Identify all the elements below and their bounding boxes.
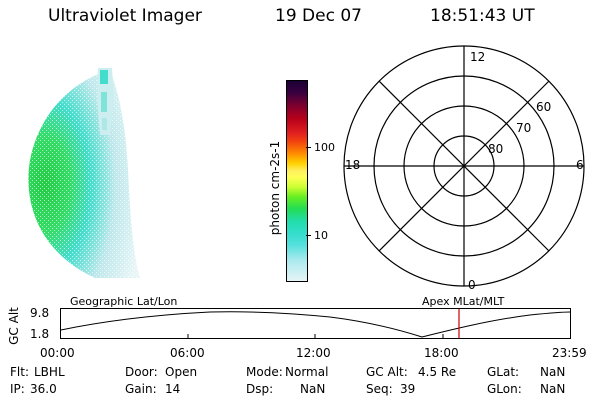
orbit-x-tick-1: 06:00 <box>170 346 205 360</box>
info-glon-value: NaN <box>540 382 566 396</box>
colorbar-tick-100: 100 <box>314 141 335 154</box>
info-flt-value: LBHL <box>34 365 65 379</box>
mlt-label-6: 6 <box>576 158 584 172</box>
orbit-right-title: Apex MLat/MLT <box>422 295 505 308</box>
info-ip-value: 36.0 <box>30 382 57 396</box>
info-glon-key: GLon: <box>487 382 522 396</box>
instrument-title: Ultraviolet Imager <box>48 6 202 26</box>
mlt-label-0: 0 <box>468 278 476 290</box>
info-flt-key: Flt: <box>10 365 29 379</box>
colorbar-tick-10: 10 <box>314 229 328 242</box>
orbit-y-axis-label: GC Alt <box>7 307 21 345</box>
mlt-label-18: 18 <box>345 158 360 172</box>
info-gain-key: Gain: <box>125 382 157 396</box>
mlt-label-12: 12 <box>470 50 485 64</box>
info-seq-value: 39 <box>400 382 416 396</box>
info-glat-key: GLat: <box>487 365 520 379</box>
orbit-altitude-curve <box>60 311 571 338</box>
info-mode-value: Normal <box>285 365 329 379</box>
info-seq-key: Seq: <box>366 382 393 396</box>
orbit-x-tick-3: 18:00 <box>424 346 459 360</box>
mlat-label-70: 70 <box>516 121 531 135</box>
orbit-x-tick-0: 00:00 <box>40 346 75 360</box>
info-gcalt-key: GC Alt: <box>366 365 408 379</box>
info-dsp-value: NaN <box>300 382 326 396</box>
polar-plot: 12 18 6 0 60 70 80 <box>343 45 585 290</box>
mlat-label-80: 80 <box>488 142 503 156</box>
info-door-value: Open <box>165 365 198 379</box>
info-gcalt-value: 4.5 Re <box>418 365 457 379</box>
orbit-y-tick-top: 9.8 <box>30 306 50 320</box>
date-label: 19 Dec 07 <box>275 6 362 26</box>
orbit-y-tick-bottom: 1.8 <box>30 327 50 341</box>
info-mode-key: Mode: <box>246 365 283 379</box>
time-label: 18:51:43 UT <box>430 6 535 26</box>
mlat-label-60: 60 <box>536 100 551 114</box>
colorbar <box>286 80 308 282</box>
orbit-plot <box>60 308 571 339</box>
orbit-left-title: Geographic Lat/Lon <box>70 295 178 308</box>
orbit-x-tick-2: 12:00 <box>296 346 331 360</box>
info-door-key: Door: <box>125 365 158 379</box>
info-ip-key: IP: <box>10 382 25 396</box>
info-gain-value: 14 <box>165 382 181 396</box>
colorbar-unit-label: photon cm-2s-1 <box>268 140 282 236</box>
info-dsp-key: Dsp: <box>246 382 274 396</box>
orbit-x-tick-4: 23:59 <box>552 346 587 360</box>
info-glat-value: NaN <box>540 365 566 379</box>
